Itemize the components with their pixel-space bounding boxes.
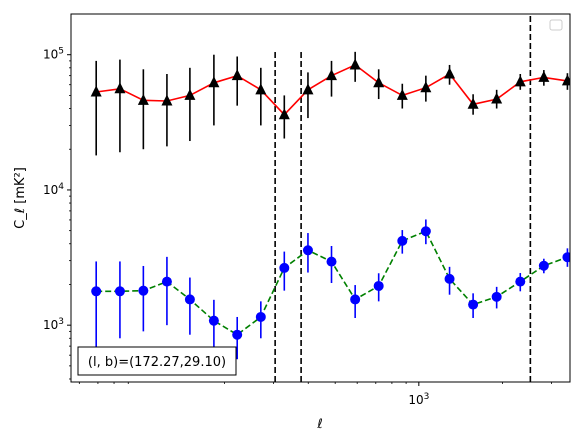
triangle-marker bbox=[208, 76, 220, 88]
series-0-markers bbox=[90, 58, 570, 120]
triangle-marker bbox=[161, 94, 173, 106]
triangle-marker bbox=[444, 67, 456, 79]
plot-frame bbox=[70, 13, 571, 383]
circle-marker bbox=[538, 260, 549, 271]
circle-marker bbox=[279, 262, 290, 273]
triangle-marker bbox=[349, 58, 361, 70]
triangle-marker bbox=[396, 88, 408, 100]
circle-marker bbox=[326, 256, 337, 267]
circle-marker bbox=[208, 315, 219, 326]
triangle-marker bbox=[420, 81, 432, 93]
series-0 bbox=[90, 51, 570, 156]
annotation-text: (l, b)=(172.27,29.10) bbox=[88, 355, 226, 370]
x-axis-label: ℓ bbox=[316, 417, 322, 432]
triangle-marker bbox=[561, 74, 570, 86]
circle-marker bbox=[373, 280, 384, 291]
legend-box bbox=[549, 19, 563, 31]
circle-marker bbox=[468, 299, 479, 310]
triangle-marker bbox=[467, 97, 479, 109]
triangle-marker bbox=[491, 92, 503, 104]
y-tick-label: 105 bbox=[43, 47, 64, 62]
circle-marker bbox=[491, 291, 502, 302]
triangle-marker bbox=[184, 88, 196, 100]
circle-marker bbox=[184, 294, 195, 305]
circle-marker bbox=[302, 245, 313, 256]
y-axis-label: C_ℓ [mK²] bbox=[13, 167, 28, 229]
series-1-markers bbox=[91, 226, 570, 340]
circle-marker bbox=[515, 276, 526, 287]
triangle-marker bbox=[302, 83, 314, 95]
circle-marker bbox=[161, 276, 172, 287]
circle-marker bbox=[562, 252, 570, 263]
triangle-marker bbox=[538, 70, 550, 82]
triangle-marker bbox=[137, 93, 149, 105]
triangle-marker bbox=[514, 75, 526, 87]
circle-marker bbox=[397, 235, 408, 246]
plot-area bbox=[71, 14, 570, 382]
triangle-marker bbox=[114, 82, 126, 94]
triangle-marker bbox=[255, 83, 267, 95]
y-tick-label: 104 bbox=[43, 182, 64, 197]
triangle-marker bbox=[373, 76, 385, 88]
annotation-box: (l, b)=(172.27,29.10) bbox=[77, 346, 237, 376]
circle-marker bbox=[138, 285, 149, 296]
triangle-marker bbox=[90, 85, 102, 97]
circle-marker bbox=[91, 286, 102, 297]
circle-marker bbox=[420, 226, 431, 237]
triangle-marker bbox=[326, 69, 338, 81]
triangle-marker bbox=[231, 69, 243, 81]
circle-marker bbox=[114, 286, 125, 297]
circle-marker bbox=[444, 273, 455, 284]
y-tick-label: 103 bbox=[43, 317, 64, 332]
circle-marker bbox=[255, 311, 266, 322]
series-1 bbox=[91, 219, 570, 360]
series-1-errorbars bbox=[95, 219, 569, 360]
circle-marker bbox=[232, 329, 243, 340]
x-tick-label: 103 bbox=[408, 392, 429, 407]
triangle-marker bbox=[278, 108, 290, 120]
circle-marker bbox=[350, 294, 361, 305]
